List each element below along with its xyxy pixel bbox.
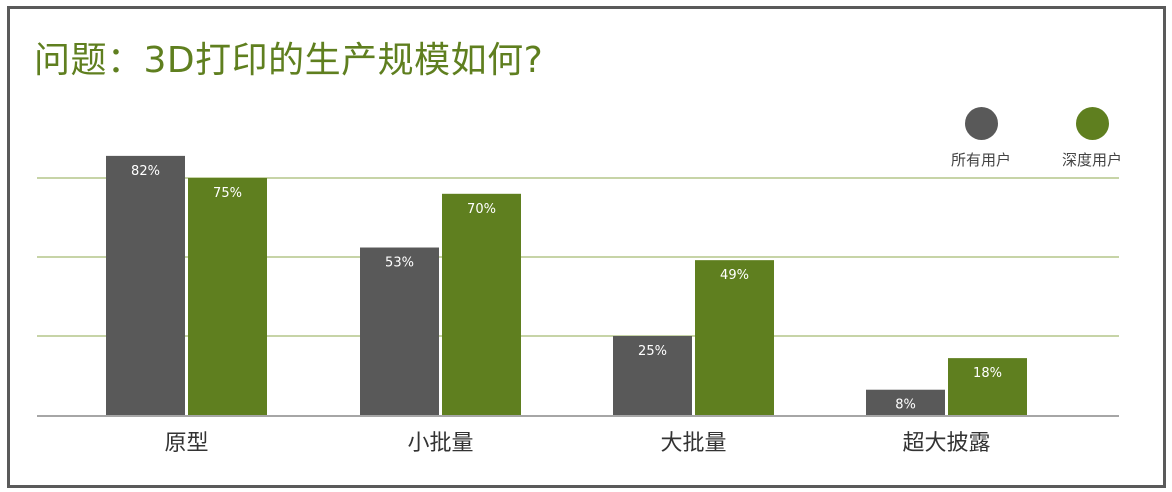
x-tick-label: 大批量 — [660, 431, 726, 456]
legend-label-all-users: 所有用户 — [950, 151, 1011, 169]
legend-item-all-users: 所有用户 — [936, 107, 1026, 170]
data-label: 75% — [213, 186, 242, 201]
bar — [695, 260, 774, 415]
bar — [360, 247, 439, 415]
bar — [188, 178, 267, 415]
bar — [613, 336, 692, 415]
data-label: 82% — [131, 164, 160, 179]
data-label: 70% — [467, 202, 496, 217]
chart-title: 问题：3D打印的生产规模如何? — [34, 40, 544, 81]
bar — [866, 389, 945, 415]
x-tick-label: 小批量 — [407, 431, 473, 456]
data-label: 53% — [385, 256, 414, 271]
legend-swatch-power-users — [1075, 107, 1109, 140]
bar — [948, 358, 1027, 415]
bar — [106, 155, 185, 415]
data-label: 18% — [973, 366, 1002, 381]
bar — [442, 193, 521, 415]
legend-swatch-all-users — [964, 107, 998, 140]
legend-item-power-users: 深度用户 — [1047, 107, 1137, 170]
data-label: 8% — [895, 398, 916, 413]
legend-label-power-users: 深度用户 — [1061, 151, 1122, 169]
data-label: 25% — [638, 344, 667, 359]
data-label: 49% — [720, 268, 749, 283]
x-tick-label: 超大披露 — [902, 431, 990, 456]
x-tick-label: 原型 — [164, 431, 208, 456]
